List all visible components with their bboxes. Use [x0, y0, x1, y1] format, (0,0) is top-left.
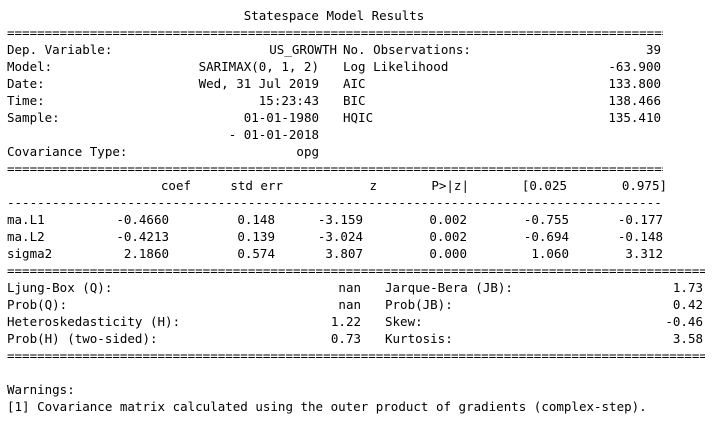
diagnostic-value: 1.22	[330, 314, 361, 329]
header-row: HQIC 135.410	[343, 109, 661, 126]
header-value: 15:23:43	[258, 93, 319, 108]
diagnostic-row: Kurtosis: 3.58	[385, 330, 703, 347]
header-label: BIC	[343, 93, 366, 108]
diagnostic-row: Heteroskedasticity (H): 1.22	[7, 313, 361, 330]
diagnostic-label: Heteroskedasticity (H):	[7, 314, 181, 329]
table-cell: 0.002	[429, 229, 467, 244]
diagnostic-value: -0.46	[665, 314, 703, 329]
header-value: US_GROWTH	[269, 42, 337, 57]
header-row: Covariance Type: opg	[7, 143, 319, 160]
diagnostic-value: 3.58	[672, 331, 703, 346]
header-row: No. Observations: 39	[343, 41, 661, 58]
table-cell: -3.024	[317, 229, 363, 244]
header-row: - 01-01-2018	[7, 126, 319, 143]
header-label: Sample:	[7, 110, 60, 125]
table-cell: 0.574	[237, 246, 275, 261]
diagnostic-value: 0.42	[672, 297, 703, 312]
header-row: Time: 15:23:43	[7, 92, 319, 109]
table-cell: -0.177	[617, 212, 663, 227]
table-cell: 3.312	[625, 246, 663, 261]
report-title: Statespace Model Results	[243, 8, 425, 23]
column-header: 0.975]	[621, 178, 667, 193]
table-cell: -3.159	[317, 212, 363, 227]
separator-double: ========================================…	[7, 348, 705, 363]
header-row: AIC 133.800	[343, 75, 661, 92]
header-value: 01-01-1980	[243, 110, 319, 125]
diagnostic-row: Skew: -0.46	[385, 313, 703, 330]
diagnostic-value: 1.73	[672, 280, 703, 295]
header-label: Model:	[7, 59, 53, 74]
diagnostic-label: Ljung-Box (Q):	[7, 280, 113, 295]
header-label: Date:	[7, 76, 45, 91]
table-cell: 1.060	[531, 246, 569, 261]
table-cell: -0.694	[523, 229, 569, 244]
row-name: sigma2	[7, 246, 53, 261]
table-cell: 0.002	[429, 212, 467, 227]
table-cell: 2.1860	[123, 246, 169, 261]
column-header: coef	[160, 178, 191, 193]
diagnostic-label: Prob(Q):	[7, 297, 68, 312]
header-row: Model: SARIMAX(0, 1, 2)	[7, 58, 319, 75]
diagnostic-label: Kurtosis:	[385, 331, 453, 346]
warning-item: [1] Covariance matrix calculated using t…	[7, 399, 647, 414]
column-header: [0.025	[521, 178, 567, 193]
diagnostic-row: Ljung-Box (Q): nan	[7, 279, 361, 296]
header-row: Date: Wed, 31 Jul 2019	[7, 75, 319, 92]
diagnostic-row: Prob(H) (two-sided): 0.73	[7, 330, 361, 347]
header-value: SARIMAX(0, 1, 2)	[198, 59, 319, 74]
header-value: - 01-01-2018	[228, 127, 319, 142]
diagnostic-row: Prob(JB): 0.42	[385, 296, 703, 313]
diagnostic-label: Prob(H) (two-sided):	[7, 331, 158, 346]
table-cell: 3.807	[325, 246, 363, 261]
row-name: ma.L1	[7, 212, 45, 227]
table-cell: 0.000	[429, 246, 467, 261]
table-row: ma.L2 -0.4213 0.139 -3.024 0.002 -0.694 …	[7, 228, 663, 245]
diagnostic-row: Prob(Q): nan	[7, 296, 361, 313]
header-value: Wed, 31 Jul 2019	[198, 76, 319, 91]
header-row: BIC 138.466	[343, 92, 661, 109]
header-value: 135.410	[608, 110, 661, 125]
warnings-heading: Warnings:	[7, 382, 75, 397]
separator-double: ========================================…	[7, 161, 663, 176]
diagnostic-value: nan	[338, 280, 361, 295]
table-row: sigma2 2.1860 0.574 3.807 0.000 1.060 3.…	[7, 245, 663, 262]
header-label: HQIC	[343, 110, 374, 125]
separator-single: ----------------------------------------…	[7, 195, 663, 210]
header-label: AIC	[343, 76, 366, 91]
header-label: Log Likelihood	[343, 59, 449, 74]
header-row: Sample: 01-01-1980	[7, 109, 319, 126]
diagnostic-row: Jarque-Bera (JB): 1.73	[385, 279, 703, 296]
header-label: Time:	[7, 93, 45, 108]
table-row: ma.L1 -0.4660 0.148 -3.159 0.002 -0.755 …	[7, 211, 663, 228]
diagnostic-label: Skew:	[385, 314, 423, 329]
coef-table-header: coef std err z P>|z| [0.025 0.975]	[7, 177, 667, 194]
header-value: 39	[645, 42, 661, 57]
header-row: Log Likelihood -63.900	[343, 58, 661, 75]
header-value: opg	[296, 144, 319, 159]
table-cell: -0.4660	[116, 212, 169, 227]
row-name: ma.L2	[7, 229, 45, 244]
column-header: z	[369, 178, 377, 193]
separator-double: ========================================…	[7, 25, 663, 40]
header-label: Covariance Type:	[7, 144, 128, 159]
table-cell: 0.148	[237, 212, 275, 227]
separator-double: ========================================…	[7, 263, 705, 278]
table-cell: -0.4213	[116, 229, 169, 244]
diagnostic-value: nan	[338, 297, 361, 312]
header-value: -63.900	[608, 59, 661, 74]
diagnostic-label: Jarque-Bera (JB):	[385, 280, 513, 295]
table-cell: 0.139	[237, 229, 275, 244]
header-row: Dep. Variable: US_GROWTH	[7, 41, 337, 58]
header-label: Dep. Variable:	[7, 42, 113, 57]
header-value: 138.466	[608, 93, 661, 108]
header-label: No. Observations:	[343, 42, 471, 57]
diagnostic-value: 0.73	[330, 331, 361, 346]
diagnostic-label: Prob(JB):	[385, 297, 453, 312]
table-cell: -0.148	[617, 229, 663, 244]
column-header: P>|z|	[431, 178, 469, 193]
column-header: std err	[230, 178, 283, 193]
table-cell: -0.755	[523, 212, 569, 227]
header-value: 133.800	[608, 76, 661, 91]
